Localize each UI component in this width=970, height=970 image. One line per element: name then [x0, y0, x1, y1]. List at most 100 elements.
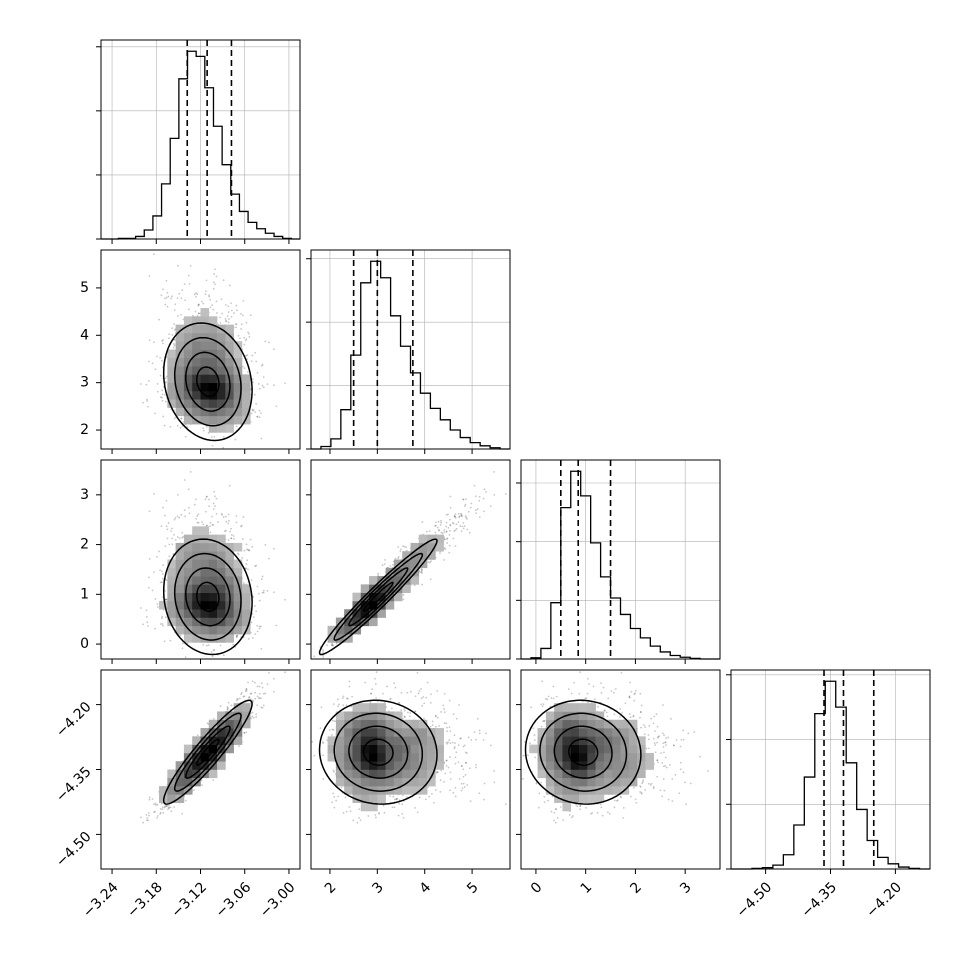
- scatter-point: [246, 548, 248, 551]
- scatter-point: [260, 625, 262, 628]
- scatter-point: [176, 297, 179, 299]
- scatter-point: [197, 304, 200, 307]
- scatter-point: [239, 312, 242, 315]
- scatter-point: [256, 624, 259, 627]
- density-cell: [200, 600, 210, 610]
- scatter-point: [428, 530, 431, 533]
- density-cell: [167, 617, 176, 627]
- density-cell: [200, 407, 210, 417]
- contour-2-1-0: [362, 581, 394, 612]
- density-cell: [175, 567, 185, 577]
- scatter-point: [461, 515, 463, 518]
- density-cell: [200, 415, 210, 425]
- scatter-point: [258, 599, 261, 602]
- density-cell: [344, 617, 353, 627]
- scatter-point: [493, 471, 495, 473]
- scatter-point: [154, 598, 157, 600]
- density-cell: [241, 415, 251, 425]
- scatter-point: [245, 543, 248, 546]
- scatter-point: [438, 528, 440, 531]
- density-cell: [225, 584, 234, 593]
- scatter-point: [434, 531, 437, 534]
- scatter-point: [163, 393, 166, 396]
- scatter-point: [219, 316, 222, 319]
- density-cell: [175, 551, 185, 560]
- density-cell: [192, 341, 201, 350]
- density-cell: [175, 324, 185, 334]
- density-cell: [175, 542, 185, 552]
- density-cell: [217, 390, 226, 400]
- density-cell: [217, 600, 226, 610]
- scatter-point: [241, 538, 244, 540]
- density-cell: [225, 324, 234, 334]
- scatter-point: [482, 497, 485, 500]
- scatter-point: [237, 334, 240, 337]
- scatter-point: [227, 513, 230, 516]
- scatter-point: [462, 498, 465, 501]
- scatter-point: [226, 707, 229, 710]
- density-cell: [427, 534, 436, 544]
- scatter-point: [145, 383, 148, 386]
- scatter-point: [181, 647, 184, 650]
- scatter-point: [458, 516, 461, 518]
- density-cell: [208, 415, 218, 425]
- scatter-point: [449, 518, 451, 521]
- scatter-point: [251, 637, 254, 639]
- scatter-point: [174, 303, 177, 306]
- scatter-point: [219, 321, 222, 324]
- density-cell: [192, 542, 201, 552]
- scatter-point: [202, 427, 205, 430]
- scatter-point: [460, 513, 463, 516]
- scatter-point: [245, 338, 248, 340]
- density-cell: [200, 374, 210, 383]
- density-cell: [192, 534, 201, 544]
- scatter-point: [250, 412, 253, 415]
- density-cell: [225, 341, 234, 350]
- scatter-point: [202, 429, 205, 432]
- scatter-point: [443, 531, 446, 534]
- scatter-point: [483, 488, 486, 491]
- scatter-point: [405, 549, 408, 552]
- density-cell: [175, 576, 185, 585]
- scatter-point: [445, 530, 448, 533]
- scatter-point: [377, 572, 380, 575]
- scatter-point: [252, 616, 255, 619]
- scatter-point: [214, 268, 216, 271]
- scatter-point: [164, 297, 166, 300]
- scatter-point: [195, 292, 198, 294]
- scatter-point: [164, 380, 167, 383]
- scatter-point: [184, 435, 187, 438]
- scatter-point: [169, 806, 172, 809]
- scatter-point: [197, 303, 200, 306]
- scatter-point: [413, 584, 416, 587]
- scatter-point: [180, 313, 182, 316]
- scatter-point: [260, 412, 262, 415]
- density-cell: [167, 559, 176, 569]
- scatter-point: [260, 706, 263, 709]
- density-cell: [183, 609, 193, 618]
- density-cell: [217, 592, 226, 602]
- density-cell: [427, 542, 436, 552]
- scatter-point: [196, 734, 199, 737]
- scatter-point: [435, 521, 437, 524]
- density-cell: [200, 584, 210, 593]
- scatter-point: [224, 304, 227, 306]
- scatter-point: [209, 525, 211, 528]
- scatter-point: [161, 577, 164, 580]
- contour-1-0-1: [185, 351, 231, 412]
- density-cell: [167, 584, 176, 593]
- scatter-point: [246, 354, 249, 357]
- scatter-point: [214, 505, 216, 508]
- scatter-point: [181, 812, 184, 815]
- scatter-point: [198, 303, 200, 306]
- marginal-panel-2: [516, 459, 721, 664]
- scatter-point: [266, 589, 269, 592]
- density-cell: [233, 609, 243, 618]
- scatter-point: [214, 283, 216, 286]
- scatter-point: [247, 637, 250, 640]
- scatter-point: [394, 557, 397, 560]
- scatter-point: [322, 649, 324, 651]
- scatter-point: [261, 706, 264, 709]
- density-cell: [183, 542, 193, 552]
